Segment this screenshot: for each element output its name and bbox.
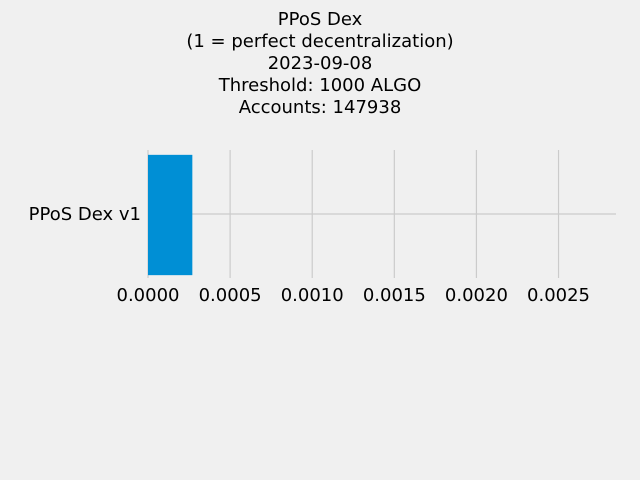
bar (148, 154, 193, 276)
title-line-5: Accounts: 147938 (239, 97, 402, 118)
title-line-1: PPoS Dex (278, 9, 363, 30)
gridlines (147, 150, 616, 278)
x-tick-label: 0.0015 (363, 285, 426, 306)
title-line-4: Threshold: 1000 ALGO (218, 75, 421, 96)
x-tick-label: 0.0005 (199, 285, 262, 306)
bars (148, 154, 193, 276)
x-tick-label: 0.0025 (527, 285, 590, 306)
chart-title: PPoS Dex (1 = perfect decentralization) … (186, 9, 453, 118)
title-line-3: 2023-09-08 (268, 53, 373, 74)
x-axis-tick-labels: 0.0000 0.0005 0.0010 0.0015 0.0020 0.0025 (117, 285, 591, 306)
x-tick-label: 0.0020 (445, 285, 508, 306)
y-axis-labels: PPoS Dex v1 (29, 204, 141, 225)
title-line-2: (1 = perfect decentralization) (186, 31, 453, 52)
y-tick-label: PPoS Dex v1 (29, 204, 141, 225)
x-tick-label: 0.0010 (281, 285, 344, 306)
x-tick-label: 0.0000 (117, 285, 180, 306)
